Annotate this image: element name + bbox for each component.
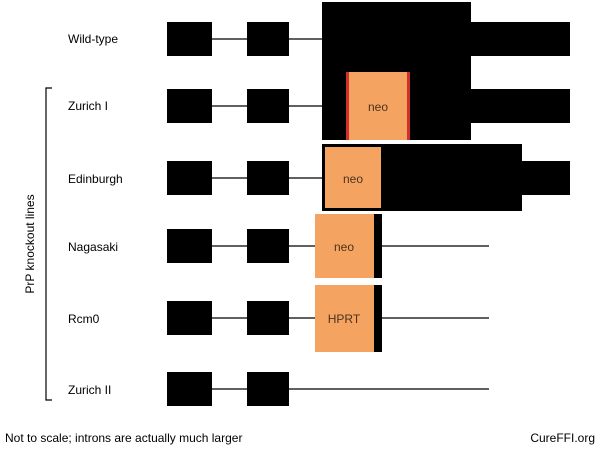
bracket-line [45, 87, 52, 401]
exon-3-coding [322, 2, 471, 73]
row-edinburgh: Edinburgh neo [68, 144, 570, 211]
exon-1 [167, 372, 212, 406]
exon-2 [247, 22, 289, 56]
exon-1 [167, 89, 212, 123]
side-label: PrP knockout lines [23, 194, 37, 293]
insert-label-edinburgh: neo [343, 172, 363, 186]
exon-2 [247, 229, 289, 263]
exon-1 [167, 229, 212, 263]
exon-2 [247, 372, 289, 406]
row-zurich-ii: Zurich II [68, 372, 489, 406]
neo-insert [325, 147, 381, 208]
exon-1 [167, 301, 212, 335]
exon-3-utr [522, 161, 570, 195]
row-label-zurich-ii: Zurich II [68, 383, 111, 397]
exon-3-utr [471, 22, 570, 56]
row-label-rcm0: Rcm0 [68, 312, 100, 326]
exon-2 [247, 301, 289, 335]
exon-1 [167, 22, 212, 56]
row-nagasaki: Nagasaki neo [68, 214, 489, 278]
insert-left-edge [346, 72, 349, 140]
row-label-zurich-i: Zurich I [68, 99, 108, 113]
row-label-edinburgh: Edinburgh [68, 172, 123, 186]
exon-2 [247, 89, 289, 123]
row-zurich-i: Zurich I neo [68, 72, 570, 140]
row-label-wild-type: Wild-type [68, 32, 118, 46]
exon-3-utr [471, 89, 570, 123]
insert-right-edge [407, 72, 410, 140]
hprt-insert [315, 285, 374, 352]
row-rcm0: Rcm0 HPRT [68, 285, 489, 352]
insert-label-nagasaki: neo [334, 240, 354, 254]
knockout-lines-bracket: PrP knockout lines [23, 87, 52, 401]
scale-note: Not to scale; introns are actually much … [5, 431, 242, 445]
exon-3-remnant [374, 214, 382, 278]
exon-3-remnant [374, 285, 382, 352]
row-wild-type: Wild-type [68, 2, 570, 73]
neo-insert [315, 214, 374, 278]
neo-insert [346, 72, 410, 140]
footer: Not to scale; introns are actually much … [5, 431, 595, 445]
exon-2 [247, 161, 289, 195]
credit: CureFFI.org [530, 431, 595, 445]
insert-label-rcm0: HPRT [328, 312, 361, 326]
insert-label-zurich-i: neo [368, 100, 388, 114]
row-label-nagasaki: Nagasaki [68, 240, 118, 254]
exon-1 [167, 161, 212, 195]
